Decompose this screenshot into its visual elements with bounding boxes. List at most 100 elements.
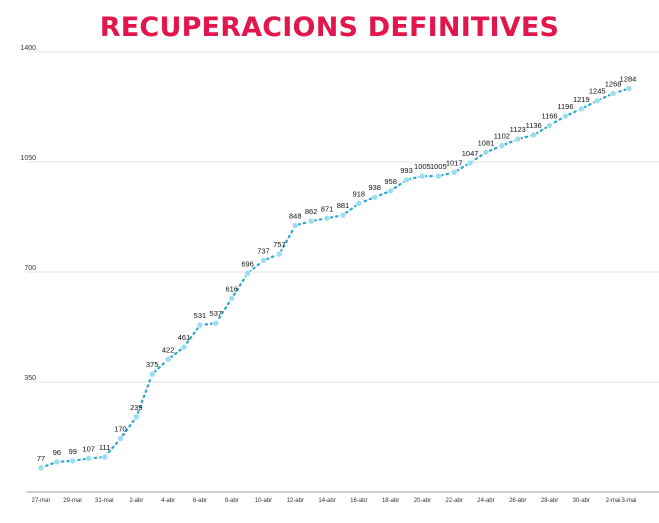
- data-label: 111: [99, 443, 110, 452]
- data-point: [450, 169, 458, 176]
- data-point: [260, 257, 267, 264]
- data-point: [355, 200, 363, 207]
- data-label: 993: [400, 166, 413, 175]
- data-label: 239: [130, 403, 143, 412]
- y-tick-label: 350: [24, 375, 36, 382]
- data-point: [244, 269, 251, 277]
- data-point: [85, 455, 92, 462]
- x-tick-label: 31-mar: [95, 498, 114, 504]
- data-point: [578, 105, 585, 113]
- data-label: 1219: [573, 95, 590, 104]
- data-point: [69, 457, 77, 465]
- data-point: [212, 319, 220, 327]
- data-point: [482, 148, 490, 156]
- data-label: 1284: [620, 74, 637, 83]
- data-label: 1047: [462, 149, 479, 158]
- x-tick-label: 2-mai: [606, 498, 621, 504]
- data-label: 537: [210, 309, 223, 318]
- data-point: [530, 131, 537, 139]
- data-point: [291, 222, 299, 229]
- data-label: 1005: [414, 162, 431, 171]
- data-point: [371, 193, 379, 201]
- x-tick-label: 10-abr: [255, 498, 272, 504]
- data-point: [593, 97, 601, 105]
- data-point: [228, 295, 236, 302]
- x-tick-label: 26-abr: [509, 498, 526, 504]
- data-point: [609, 90, 617, 97]
- x-tick-label: 2-abr: [129, 498, 143, 504]
- data-point: [562, 112, 569, 120]
- data-point: [514, 135, 522, 143]
- data-point: [148, 370, 156, 378]
- data-label: 1268: [605, 79, 622, 88]
- x-tick-label: 14-abr: [318, 498, 335, 504]
- data-point: [53, 458, 61, 466]
- data-label: 958: [384, 177, 397, 186]
- data-label: 871: [321, 204, 334, 213]
- data-label: 461: [178, 333, 191, 342]
- data-label: 96: [53, 448, 61, 457]
- data-label: 696: [241, 259, 254, 268]
- data-label: 1196: [557, 102, 573, 111]
- data-label: 375: [146, 360, 159, 369]
- data-label: 1245: [589, 87, 606, 96]
- data-label: 737: [257, 246, 270, 255]
- x-tick-label: 8-abr: [225, 498, 239, 504]
- data-label: 848: [289, 211, 302, 220]
- data-point: [164, 356, 172, 363]
- x-tick-label: 24-abr: [477, 498, 494, 504]
- x-tick-label: 4-abr: [161, 498, 175, 504]
- x-tick-label: 18-abr: [382, 498, 399, 504]
- data-label: 1166: [541, 112, 557, 121]
- x-tick-label: 3-mai: [621, 498, 636, 504]
- data-label: 1017: [446, 158, 463, 167]
- y-tick-label: 1050: [20, 155, 36, 162]
- data-point: [625, 85, 633, 92]
- data-point: [546, 122, 553, 129]
- data-label: 918: [353, 189, 366, 198]
- data-label: 757: [273, 240, 286, 249]
- data-point: [434, 172, 442, 180]
- data-point: [498, 142, 506, 149]
- data-point: [37, 464, 45, 472]
- x-tick-label: 27-mar: [31, 498, 50, 504]
- data-label: 1081: [478, 138, 495, 147]
- data-label: 1005: [430, 162, 447, 171]
- data-point: [339, 211, 347, 219]
- x-tick-label: 30-abr: [573, 498, 590, 504]
- data-label: 1102: [494, 132, 510, 141]
- data-label: 938: [368, 183, 381, 192]
- x-tick-label: 28-abr: [541, 498, 558, 504]
- y-tick-label: 1400: [20, 45, 36, 52]
- x-tick-label: 12-abr: [287, 498, 304, 504]
- data-label: 862: [305, 207, 318, 216]
- x-tick-label: 16-abr: [350, 498, 367, 504]
- data-point: [307, 217, 315, 225]
- data-point: [101, 453, 108, 461]
- data-label: 170: [114, 425, 127, 434]
- data-point: [323, 214, 331, 222]
- x-tick-label: 20-abr: [414, 498, 431, 504]
- data-label: 107: [82, 444, 95, 453]
- data-point: [196, 321, 204, 329]
- data-label: 1123: [510, 125, 526, 134]
- data-label: 99: [69, 447, 77, 456]
- data-label: 881: [337, 201, 350, 210]
- data-point: [387, 187, 394, 195]
- data-point: [117, 435, 124, 442]
- data-label: 531: [194, 311, 207, 320]
- data-point: [180, 343, 188, 351]
- data-label: 616: [225, 284, 238, 293]
- chart-title: RECUPERACIONS DEFINITIVES: [99, 12, 560, 43]
- x-tick-label: 6-abr: [193, 498, 207, 504]
- data-label: 422: [162, 345, 175, 354]
- data-point: [276, 250, 283, 258]
- data-point: [466, 159, 474, 167]
- data-point: [419, 172, 426, 180]
- data-point: [403, 176, 410, 184]
- x-tick-label: 29-mar: [63, 498, 82, 504]
- data-label: 1136: [526, 121, 542, 130]
- x-tick-label: 22-abr: [446, 498, 463, 504]
